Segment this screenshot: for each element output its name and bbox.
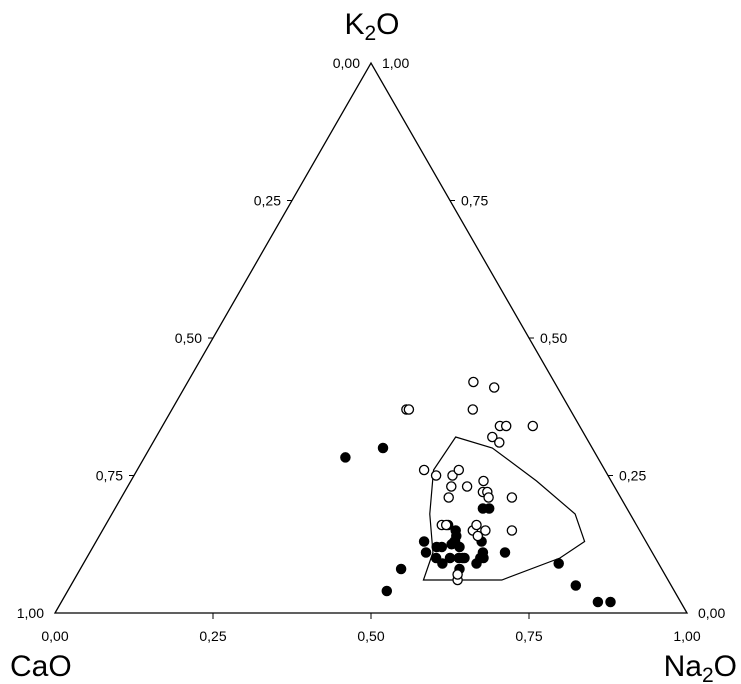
open-point-21 <box>440 519 452 531</box>
tick-label-right-0: 1,00 <box>382 55 409 71</box>
filled-point-15 <box>450 525 461 536</box>
tick-label-right-1: 0,75 <box>461 193 488 209</box>
open-point-11 <box>430 470 442 481</box>
field-outline-layer <box>422 436 586 581</box>
triangle-frame <box>53 61 689 614</box>
tick-label-bottom-1: 0,25 <box>199 628 226 644</box>
tick-label-bottom-2: 0,50 <box>357 628 384 644</box>
open-point-14 <box>446 481 457 492</box>
open-point-23 <box>471 519 482 531</box>
filled-point-0 <box>377 442 389 454</box>
open-point-15 <box>461 481 473 492</box>
tick-label-right-4: 0,00 <box>698 605 725 621</box>
open-point-3 <box>500 420 512 432</box>
tick-label-bottom-3: 0,75 <box>515 628 542 644</box>
open-point-0 <box>468 376 479 388</box>
filled-point-26 <box>483 503 495 514</box>
open-point-6 <box>467 404 479 415</box>
open-point-30 <box>452 569 463 580</box>
tick-label-bottom-4: 1,00 <box>673 628 700 644</box>
apex-label-left: CaO <box>10 650 72 683</box>
triangle-outline <box>53 61 689 614</box>
open-point-12 <box>418 464 430 476</box>
filled-point-11 <box>453 552 465 564</box>
open-point-7 <box>527 420 539 432</box>
tick-label-left-1: 0,25 <box>254 193 281 209</box>
open-point-18 <box>483 492 494 503</box>
filled-point-18 <box>449 536 461 547</box>
tick-label-right-2: 0,50 <box>540 330 567 346</box>
filled-point-28 <box>570 580 582 591</box>
filled-point-7 <box>444 552 456 564</box>
filled-point-31 <box>605 596 616 608</box>
filled-point-30 <box>381 585 393 597</box>
open-point-27 <box>478 475 489 487</box>
apex-label-top: K2O <box>344 8 399 45</box>
open-point-9 <box>494 437 505 448</box>
filled-point-27 <box>553 558 564 569</box>
open-point-28 <box>443 492 454 503</box>
filled-point-24 <box>499 547 511 558</box>
open-point-8 <box>487 431 498 443</box>
filled-point-1 <box>420 547 432 558</box>
data-points-layer <box>340 376 616 608</box>
tick-label-bottom-0: 0,00 <box>41 628 68 644</box>
field-outline <box>422 436 586 581</box>
open-point-5 <box>403 404 415 415</box>
open-point-1 <box>488 382 500 393</box>
apex-label-right: Na2O <box>664 650 737 684</box>
open-point-13 <box>453 464 465 476</box>
filled-point-4 <box>431 541 442 553</box>
tick-label-left-3: 0,75 <box>96 468 123 484</box>
tick-label-left-0: 0,00 <box>333 55 360 71</box>
tick-label-left-2: 0,50 <box>175 330 202 346</box>
tick-labels-layer: 0,00 0,25 0,50 0,75 1,00 0,00 0,25 0,50 0,75 1,00… <box>17 55 726 644</box>
filled-point-2 <box>418 536 430 547</box>
open-point-24 <box>472 530 484 542</box>
tick-label-right-3: 0,25 <box>619 468 646 484</box>
filled-point-23 <box>475 552 486 564</box>
filled-point-29 <box>395 563 407 575</box>
open-point-19 <box>506 492 518 503</box>
filled-point-6 <box>437 558 448 569</box>
filled-point-33 <box>340 452 351 463</box>
open-point-25 <box>480 525 491 536</box>
tick-label-left-4: 1,00 <box>17 605 44 621</box>
filled-point-32 <box>592 596 604 608</box>
open-point-26 <box>506 525 518 536</box>
